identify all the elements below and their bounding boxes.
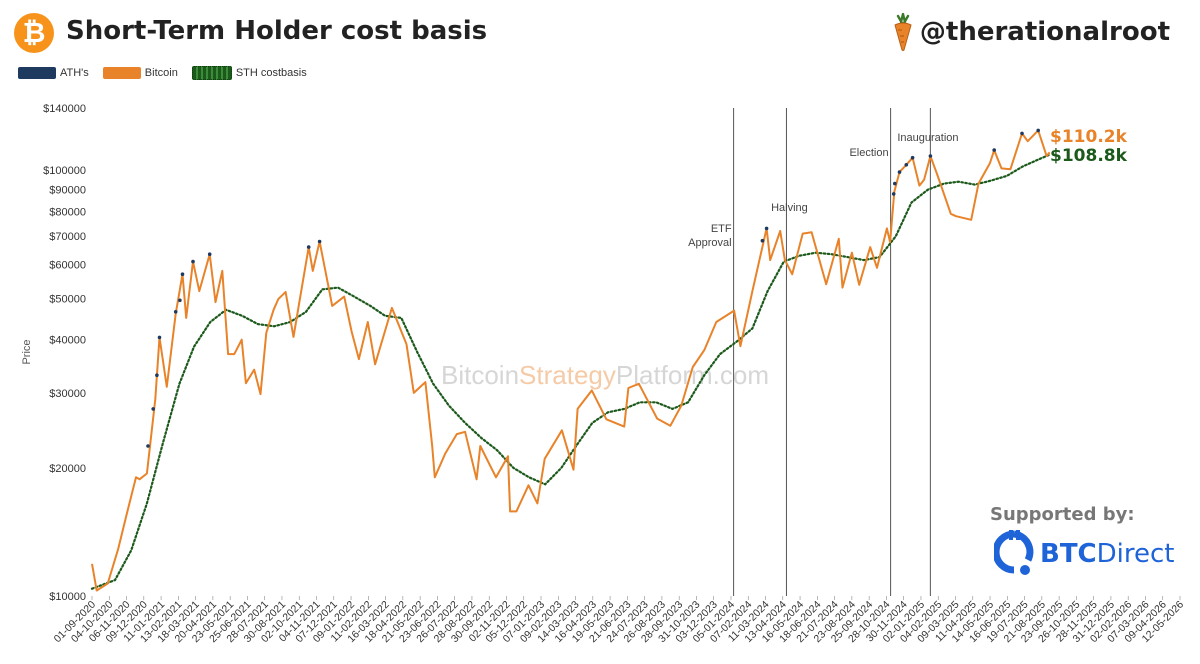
y-axis-label: Price (21, 339, 33, 364)
y-tick-label-10: $140000 (43, 103, 86, 115)
event-label-0-1: Approval (688, 237, 731, 249)
ath-point-1 (151, 407, 155, 411)
y-tick-label-1: $20000 (49, 463, 86, 475)
sponsor-name-bold: BTC (1040, 539, 1097, 569)
ath-point-14 (893, 181, 897, 186)
end-label-1: $108.8k (1050, 146, 1128, 166)
ath-point-5 (178, 298, 182, 303)
ath-point-10 (317, 239, 322, 244)
ath-point-0 (146, 444, 150, 448)
legend-item-ath[interactable]: ATH's (18, 67, 89, 79)
y-tick-label-4: $50000 (49, 293, 86, 305)
y-tick-label-9: $100000 (43, 165, 86, 177)
legend-swatch-bitcoin (102, 67, 141, 79)
page-title: Short-Term Holder cost basis (66, 16, 488, 46)
ath-point-18 (928, 154, 933, 158)
bitcoin-logo-icon: ₿ (14, 13, 54, 53)
event-label-0-0: ETF (711, 223, 732, 235)
end-label-0: $110.2k (1050, 127, 1128, 147)
y-tick-label-7: $80000 (49, 206, 86, 218)
ath-point-19 (992, 148, 996, 152)
watermark-part3: Platform.com (616, 360, 769, 390)
legend-swatch-sth (191, 66, 232, 80)
event-markers: ETF Approval Halving Election Inauguration (688, 108, 959, 596)
sponsor-name-light: Direct (1096, 539, 1175, 569)
ath-point-16 (904, 163, 909, 167)
x-axis: 01-09-202004-10-202006-11-202009-12-2020… (52, 596, 1186, 645)
carrot-icon (894, 13, 912, 51)
event-label-3: Inauguration (897, 132, 958, 144)
ath-point-6 (180, 272, 185, 277)
legend-label-bitcoin: Bitcoin (144, 67, 178, 79)
ath-point-4 (173, 310, 178, 314)
y-tick-label-3: $40000 (49, 335, 86, 347)
sponsor-logo[interactable]: BTCDirect (994, 530, 1175, 578)
series-line-bitcoin (91, 129, 1051, 592)
plot-area (90, 128, 1051, 592)
watermark: BitcoinStrategyPlatform.com (441, 360, 769, 390)
event-label-1: Halving (771, 202, 808, 214)
btc-direct-icon (994, 530, 1034, 575)
event-label-2: Election (849, 147, 888, 159)
ath-point-8 (207, 252, 212, 256)
ath-point-13 (891, 192, 896, 196)
y-tick-label-2: $30000 (49, 388, 86, 400)
ath-point-3 (157, 335, 162, 340)
author-handle: @therationalroot (892, 12, 1170, 52)
y-tick-label-8: $90000 (49, 185, 86, 197)
legend-item-bitcoin[interactable]: Bitcoin (102, 67, 178, 79)
ath-point-7 (191, 259, 195, 264)
chart-legend: ATH's Bitcoin STH costbasis (18, 66, 307, 80)
watermark-part2: Strategy (519, 360, 616, 390)
header: ₿ Short-Term Holder cost basis @theratio… (0, 0, 1200, 64)
y-axis: $10000 $20000 $30000 $40000 $50000 $60000 $700… (43, 103, 86, 603)
y-tick-label-6: $70000 (49, 231, 86, 243)
legend-label-sth: STH costbasis (235, 67, 307, 79)
handle-text: @therationalroot (919, 17, 1170, 47)
ath-point-15 (897, 170, 902, 174)
ath-point-9 (306, 245, 311, 249)
y-tick-label-5: $60000 (49, 260, 86, 272)
y-tick-label-0: $10000 (49, 591, 86, 603)
legend-swatch-ath (18, 67, 56, 79)
watermark-part1: Bitcoin (441, 360, 519, 390)
ath-point-21 (1036, 128, 1040, 133)
sponsor-name: BTCDirect (1040, 539, 1175, 569)
end-value-labels: $110.2k$108.8k (1050, 127, 1128, 166)
ath-point-11 (760, 238, 765, 243)
legend-label-ath: ATH's (60, 67, 89, 79)
ath-point-12 (764, 226, 769, 231)
legend-item-sth[interactable]: STH costbasis (191, 66, 307, 80)
ath-point-17 (910, 155, 915, 160)
sponsor-label: Supported by: (990, 504, 1135, 525)
ath-point-2 (155, 373, 159, 378)
ath-point-20 (1020, 131, 1024, 136)
